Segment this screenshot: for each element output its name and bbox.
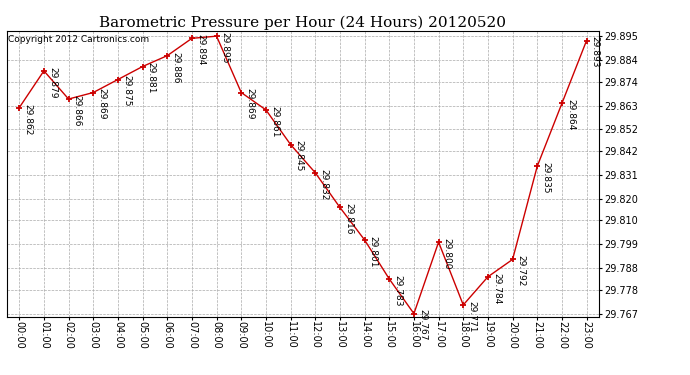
Text: 29.893: 29.893 — [591, 36, 600, 68]
Text: 29.894: 29.894 — [196, 34, 205, 66]
Text: 29.816: 29.816 — [344, 203, 353, 235]
Text: 29.861: 29.861 — [270, 106, 279, 137]
Text: 29.886: 29.886 — [171, 51, 180, 83]
Text: 29.895: 29.895 — [221, 32, 230, 63]
Text: 29.879: 29.879 — [48, 67, 57, 98]
Text: 29.835: 29.835 — [542, 162, 551, 194]
Text: 29.864: 29.864 — [566, 99, 575, 130]
Text: 29.845: 29.845 — [295, 140, 304, 172]
Text: 29.881: 29.881 — [147, 62, 156, 94]
Text: 29.832: 29.832 — [319, 168, 328, 200]
Text: 29.866: 29.866 — [72, 95, 81, 126]
Text: Copyright 2012 Cartronics.com: Copyright 2012 Cartronics.com — [8, 35, 149, 44]
Text: 29.875: 29.875 — [122, 75, 131, 107]
Text: 29.869: 29.869 — [246, 88, 255, 120]
Text: 29.771: 29.771 — [467, 301, 476, 332]
Text: 29.869: 29.869 — [97, 88, 106, 120]
Text: 29.784: 29.784 — [492, 273, 501, 304]
Text: 29.767: 29.767 — [418, 309, 427, 341]
Text: 29.792: 29.792 — [517, 255, 526, 286]
Text: 29.862: 29.862 — [23, 104, 32, 135]
Title: Barometric Pressure per Hour (24 Hours) 20120520: Barometric Pressure per Hour (24 Hours) … — [99, 15, 506, 30]
Text: 29.801: 29.801 — [368, 236, 377, 267]
Text: 29.800: 29.800 — [443, 238, 452, 269]
Text: 29.783: 29.783 — [393, 275, 402, 306]
